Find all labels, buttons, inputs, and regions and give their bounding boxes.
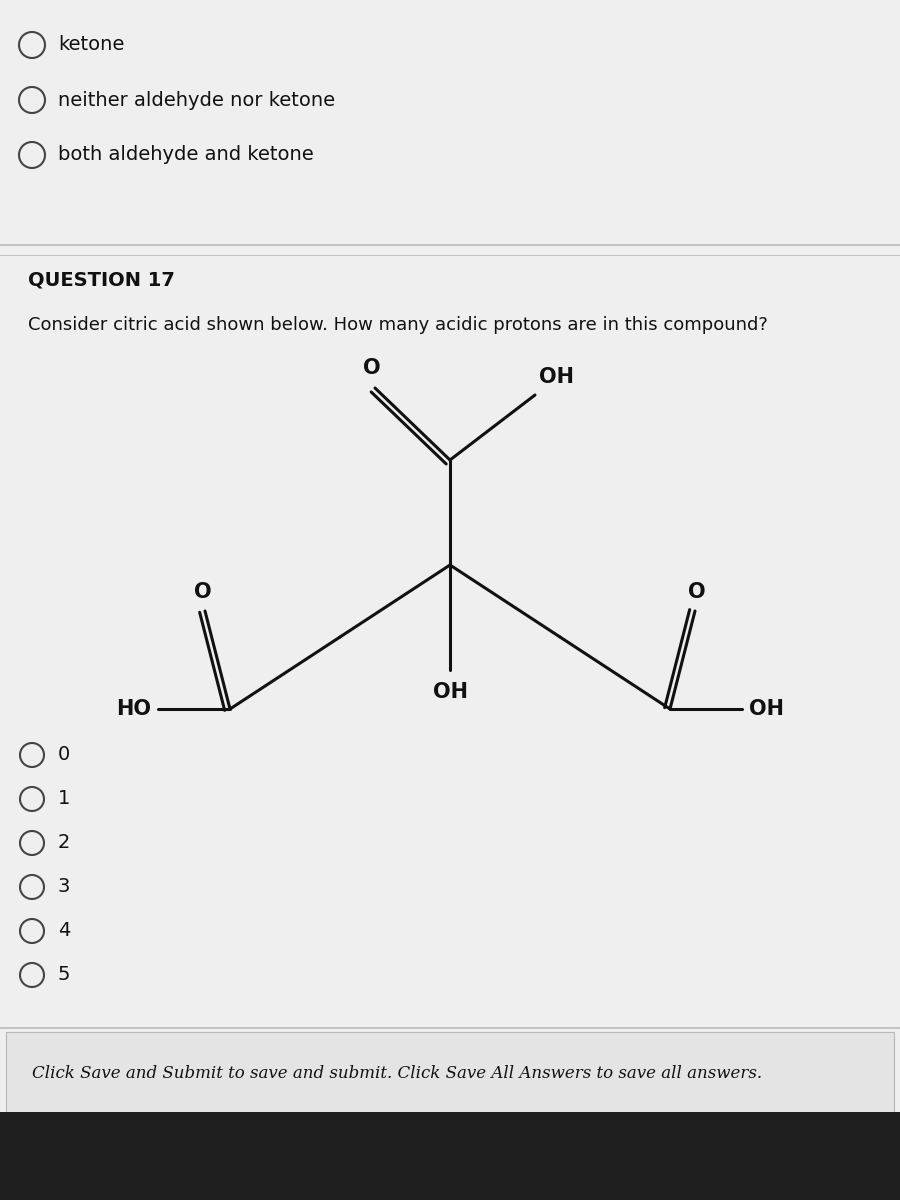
Text: 5: 5 <box>58 966 70 984</box>
Text: 0: 0 <box>58 745 70 764</box>
Text: 3: 3 <box>58 877 70 896</box>
Text: Consider citric acid shown below. How many acidic protons are in this compound?: Consider citric acid shown below. How ma… <box>28 316 768 334</box>
Text: OH: OH <box>749 698 784 719</box>
Text: O: O <box>688 582 706 602</box>
Text: HO: HO <box>116 698 151 719</box>
FancyBboxPatch shape <box>6 1032 894 1116</box>
Text: 1: 1 <box>58 790 70 809</box>
Text: O: O <box>364 358 381 378</box>
Text: Click Save and Submit to save and submit. Click Save All Answers to save all ans: Click Save and Submit to save and submit… <box>32 1066 762 1082</box>
Text: QUESTION 17: QUESTION 17 <box>28 270 175 289</box>
Text: O: O <box>194 582 212 602</box>
FancyBboxPatch shape <box>0 1112 900 1200</box>
Text: 2: 2 <box>58 834 70 852</box>
Text: both aldehyde and ketone: both aldehyde and ketone <box>58 145 314 164</box>
FancyBboxPatch shape <box>0 260 900 1115</box>
Text: ketone: ketone <box>58 36 124 54</box>
Text: OH: OH <box>539 367 574 386</box>
FancyBboxPatch shape <box>0 0 900 480</box>
Text: 4: 4 <box>58 922 70 941</box>
Text: OH: OH <box>433 682 467 702</box>
Text: neither aldehyde nor ketone: neither aldehyde nor ketone <box>58 90 335 109</box>
